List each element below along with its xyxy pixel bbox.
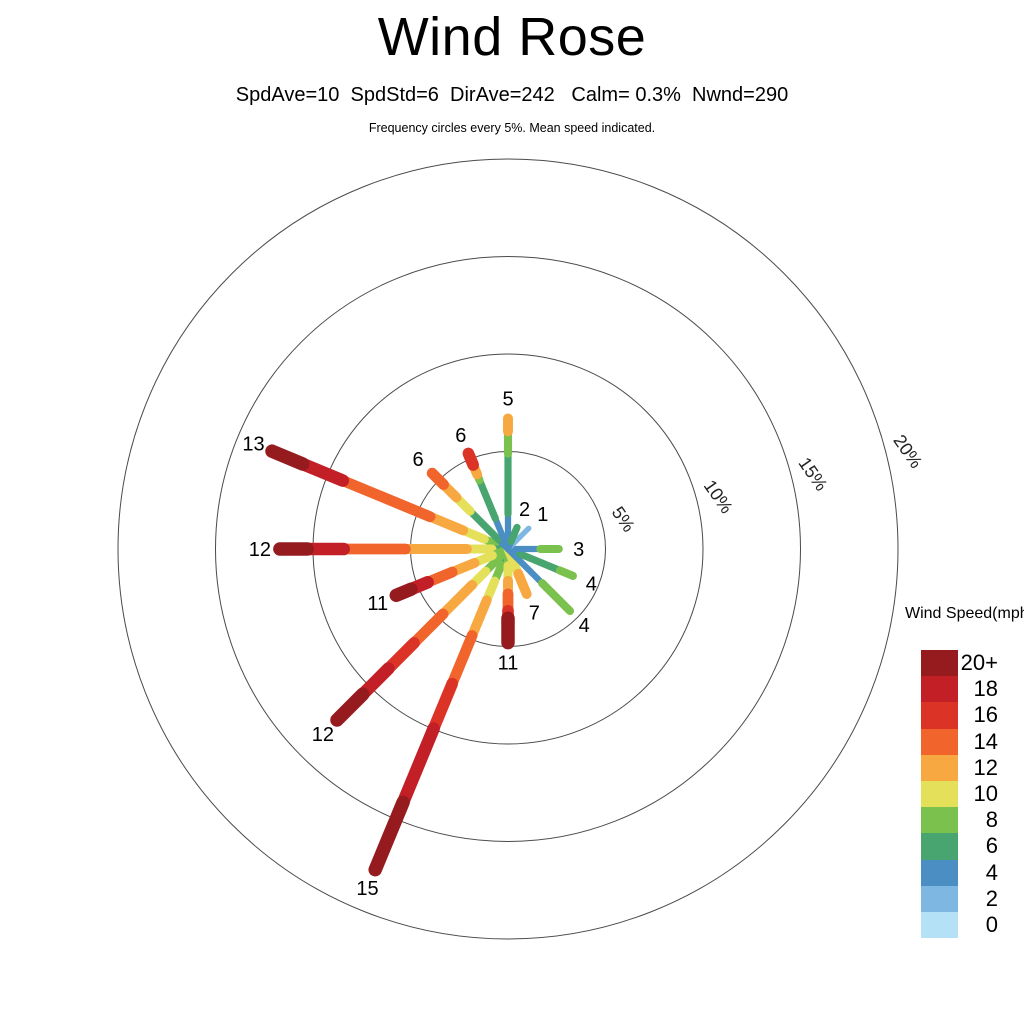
legend-label: 6 xyxy=(985,833,998,859)
spoke-segment-ese xyxy=(555,566,577,580)
spoke-segment-wnw xyxy=(337,475,436,523)
legend-row: 4 xyxy=(921,859,1024,886)
mean-speed-label-e: 3 xyxy=(573,539,584,561)
spoke-segment-ese xyxy=(516,550,564,575)
legend-label: 14 xyxy=(973,728,998,754)
circle-percent-label: 15% xyxy=(794,454,831,495)
spoke-segment-wnw xyxy=(265,444,310,471)
mean-speed-label-nnw: 6 xyxy=(455,425,466,447)
spoke-segment-ssw xyxy=(427,677,459,735)
mean-speed-label-w: 12 xyxy=(249,539,271,561)
stats-subtitle: SpdAve=10 SpdStd=6 DirAve=242 Calm= 0.3%… xyxy=(235,84,789,106)
mean-speed-label-nne: 2 xyxy=(519,499,530,521)
legend-label: 2 xyxy=(985,885,998,911)
mean-speed-label-ese: 4 xyxy=(586,574,597,596)
legend-label: 10 xyxy=(973,780,998,806)
spoke-segment-wsw xyxy=(389,582,418,603)
wind-speed-legend: Wind Speed(mph) 20+ 18 16 14 12 10 8 6 4 2 0 xyxy=(905,605,1024,939)
frequency-circle xyxy=(117,158,899,940)
legend-row: 10 xyxy=(921,780,1024,808)
mean-speed-label-n: 5 xyxy=(502,388,513,410)
spoke-segment-ssw xyxy=(467,595,492,641)
legend-label: 12 xyxy=(973,754,998,780)
mean-speed-label-sse: 7 xyxy=(529,603,540,625)
legend-label: 18 xyxy=(973,676,998,702)
frequency-circle xyxy=(215,256,801,842)
mean-speed-label-ne: 1 xyxy=(537,504,548,526)
legend-row: 20+ xyxy=(921,650,1024,677)
legend-swatch xyxy=(921,885,958,912)
legend-swatch xyxy=(921,702,958,729)
circle-percent-label: 5% xyxy=(608,503,639,536)
spoke-segment-nw xyxy=(466,507,503,544)
legend-swatch xyxy=(921,650,958,677)
legend-swatch xyxy=(921,676,958,703)
legend-row: 16 xyxy=(921,702,1024,729)
legend-label: 16 xyxy=(973,702,998,728)
legend-row: 18 xyxy=(921,676,1024,703)
legend-swatch xyxy=(921,859,958,886)
legend-swatch xyxy=(921,911,958,939)
mean-speed-label-se: 4 xyxy=(579,615,590,637)
spoke-segment-nw xyxy=(426,467,449,490)
page-title: Wind Rose xyxy=(377,7,647,67)
spoke-segment-sw xyxy=(438,579,478,619)
legend-title: Wind Speed(mph) xyxy=(905,605,1024,622)
legend-swatch xyxy=(921,780,958,808)
legend-rows: 20+ 18 16 14 12 10 8 6 4 2 0 xyxy=(921,650,1024,939)
legend-label: 8 xyxy=(985,807,998,833)
circle-percent-label: 20% xyxy=(889,431,926,472)
legend-row: 12 xyxy=(921,754,1024,781)
spoke-segment-ssw xyxy=(446,630,478,690)
legend-swatch xyxy=(921,807,958,834)
legend-swatch xyxy=(921,754,958,781)
spoke-segment-nnw xyxy=(475,476,499,523)
legend-row: 8 xyxy=(921,807,1024,834)
spoke-segment-ssw xyxy=(396,722,440,809)
legend-label: 20+ xyxy=(960,650,998,675)
legend-swatch xyxy=(921,833,958,860)
legend-label: 0 xyxy=(985,911,998,937)
legend-row: 6 xyxy=(921,833,1024,860)
spoke-segment-wnw xyxy=(425,511,469,536)
spoke-segment-se xyxy=(538,579,575,616)
spoke-segment-sse xyxy=(513,568,532,599)
legend-row: 14 xyxy=(921,728,1024,755)
spoke-segment-sw xyxy=(330,687,370,727)
mean-speed-label-wnw: 13 xyxy=(242,434,264,456)
frequency-note: Frequency circles every 5%. Mean speed i… xyxy=(368,121,656,135)
spoke-segment-nne xyxy=(507,523,521,546)
mean-speed-label-wsw: 11 xyxy=(367,593,388,615)
legend-row: 2 xyxy=(921,885,1024,912)
mean-speed-label-s: 11 xyxy=(498,653,519,675)
legend-swatch xyxy=(921,728,958,755)
mean-speed-label-sw: 12 xyxy=(312,724,334,746)
circle-percent-label: 10% xyxy=(700,476,737,517)
spoke-segment-ssw xyxy=(368,795,410,877)
mean-speed-label-nw: 6 xyxy=(412,449,423,471)
mean-speed-label-ssw: 15 xyxy=(356,878,378,900)
spoke-segment-wnw xyxy=(296,457,350,487)
legend-label: 4 xyxy=(985,859,998,885)
legend-row: 0 xyxy=(921,911,1024,939)
spoke-segment-nnw xyxy=(462,447,480,471)
spoke-segment-sw xyxy=(408,608,449,649)
